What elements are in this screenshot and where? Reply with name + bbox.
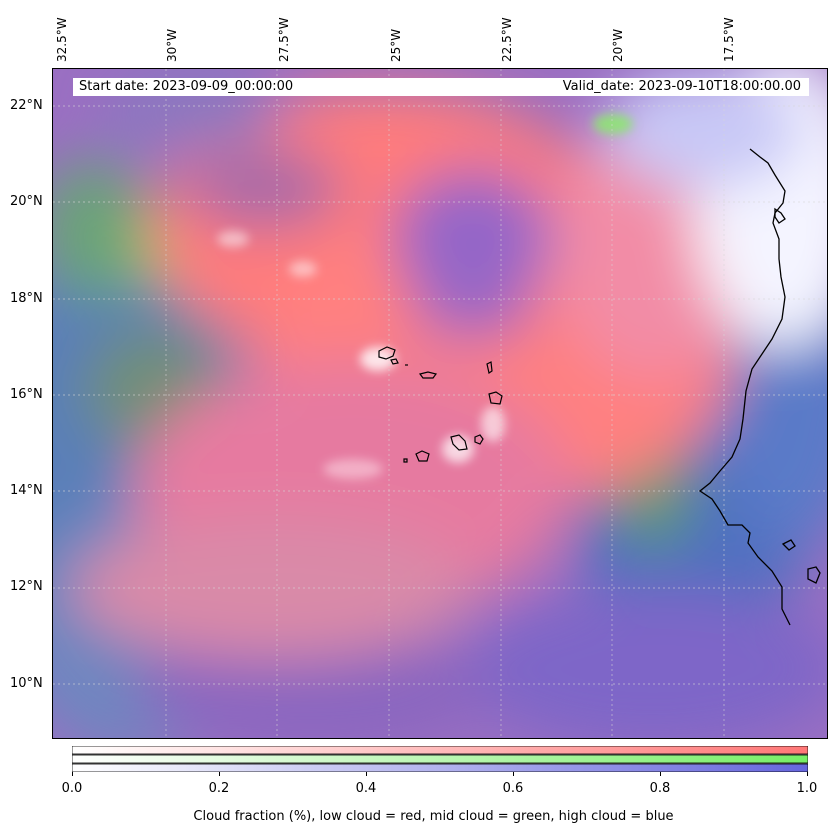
lon-label-22.5w: 22.5°W	[500, 17, 514, 62]
colorbar-high-cloud	[72, 763, 808, 772]
lon-label-20w: 20°W	[611, 28, 625, 62]
colorbar-tick	[219, 772, 220, 776]
lon-label-30w: 30°W	[165, 28, 179, 62]
lat-label-10n: 10°N	[10, 676, 43, 691]
cloud-field	[53, 69, 827, 738]
date-banner: Start date: 2023-09-09_00:00:00 Valid_da…	[73, 78, 809, 96]
colorbar-tick	[660, 772, 661, 776]
colorbar-low-cloud	[72, 746, 808, 755]
start-date: Start date: 2023-09-09_00:00:00	[79, 79, 294, 94]
colorbar-tick	[807, 772, 808, 776]
colorbar-tick-label: 0.8	[649, 781, 671, 796]
lon-label-17.5w: 17.5°W	[722, 17, 736, 62]
valid-date: Valid_date: 2023-09-10T18:00:00.00	[562, 79, 801, 94]
colorbar-tick-label: 0.4	[355, 781, 377, 796]
cloud-fraction-map[interactable]: Start date: 2023-09-09_00:00:00 Valid_da…	[52, 68, 828, 739]
lon-label-32.5w: 32.5°W	[55, 17, 69, 62]
colorbar-tick-label: 0.6	[502, 781, 524, 796]
lon-label-25w: 25°W	[389, 28, 403, 62]
map-canvas	[53, 69, 827, 738]
colorbar-tick	[366, 772, 367, 776]
lat-label-18n: 18°N	[10, 291, 43, 306]
colorbar-caption: Cloud fraction (%), low cloud = red, mid…	[193, 809, 674, 824]
african-coastline	[698, 148, 821, 626]
lat-label-12n: 12°N	[10, 579, 43, 594]
colorbar	[72, 746, 808, 772]
colorbar-tick-label: 1.0	[796, 781, 818, 796]
colorbar-tick	[513, 772, 514, 776]
lat-label-16n: 16°N	[10, 387, 43, 402]
lat-label-20n: 20°N	[10, 194, 43, 209]
cape-verde-islands	[378, 346, 503, 463]
lon-label-27.5w: 27.5°W	[277, 17, 291, 62]
bright-cloud-speckles	[217, 114, 633, 479]
lat-label-22n: 22°N	[10, 98, 43, 113]
colorbar-tick-label: 0.0	[61, 781, 83, 796]
colorbar-tick-label: 0.2	[208, 781, 230, 796]
colorbar-mid-cloud	[72, 754, 808, 764]
graticule	[53, 69, 827, 738]
colorbar-tick	[72, 772, 73, 776]
lat-label-14n: 14°N	[10, 483, 43, 498]
